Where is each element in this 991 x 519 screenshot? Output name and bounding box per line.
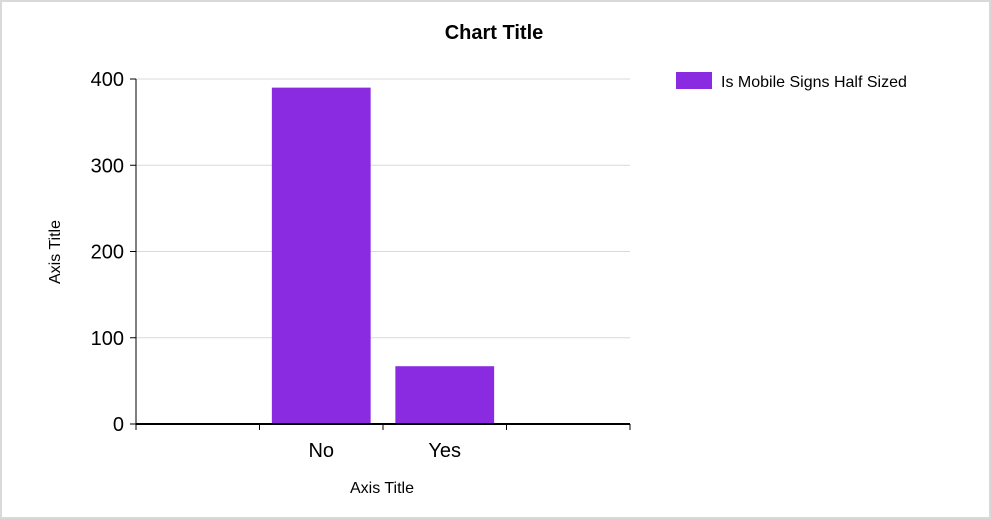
legend-label: Is Mobile Signs Half Sized — [721, 74, 907, 91]
y-tick-label: 400 — [91, 69, 124, 91]
legend-swatch — [676, 72, 712, 89]
bar-no — [271, 87, 371, 424]
y-tick-label: 0 — [113, 414, 124, 436]
bar-yes — [395, 366, 495, 424]
x-tick-label: No — [308, 440, 334, 462]
y-tick-labels: 0 100 200 300 400 — [91, 69, 124, 436]
legend: Is Mobile Signs Half Sized — [676, 72, 907, 91]
y-tick-label: 200 — [91, 242, 124, 264]
gridlines — [136, 78, 630, 339]
x-axis-title: Axis Title — [350, 480, 414, 497]
axes — [130, 78, 631, 430]
y-tick-label: 300 — [91, 155, 124, 177]
x-tick-labels: No Yes — [308, 440, 461, 462]
y-tick-label: 100 — [91, 328, 124, 350]
chart-title: Chart Title — [445, 22, 544, 44]
x-tick-label: Yes — [428, 440, 461, 462]
y-axis-title: Axis Title — [47, 220, 64, 284]
bars — [271, 87, 495, 424]
